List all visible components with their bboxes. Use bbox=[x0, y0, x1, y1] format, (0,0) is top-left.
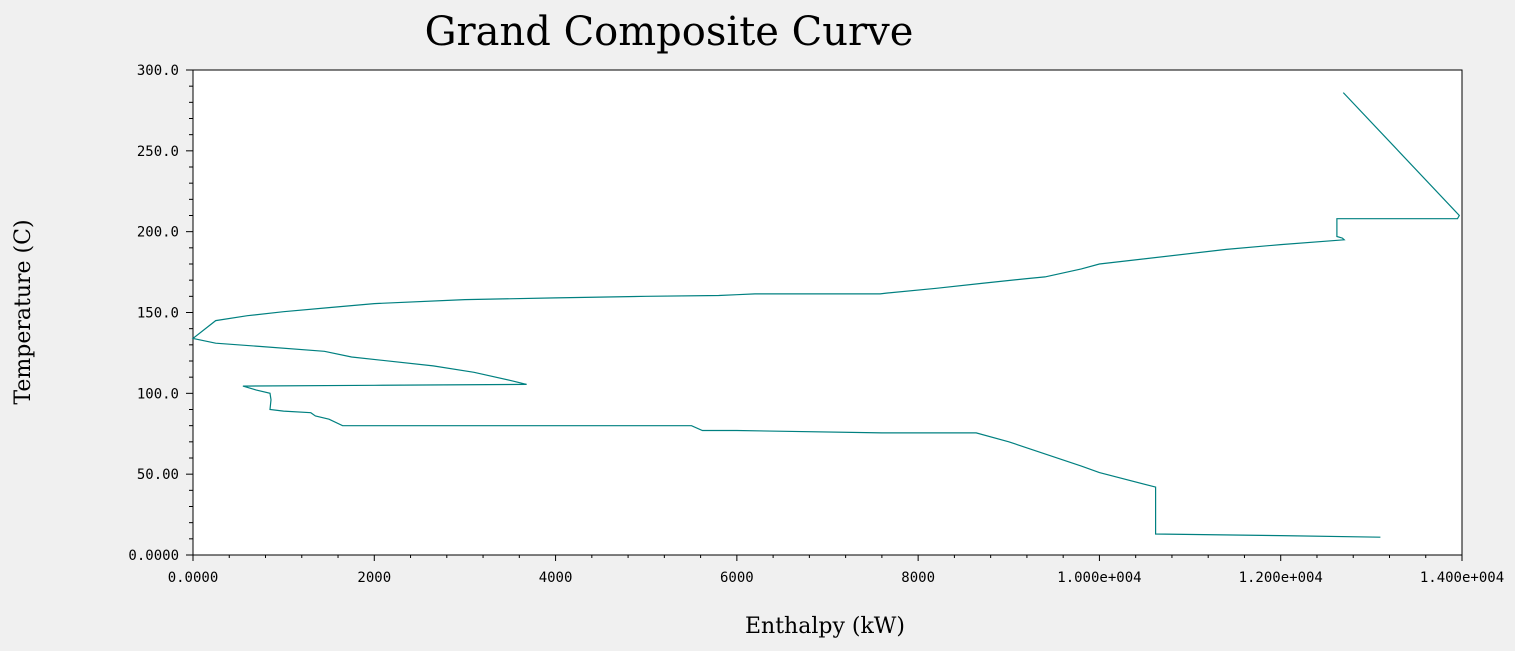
x-tick-label-6: 1.200e+004 bbox=[1239, 570, 1323, 586]
y-tick-label-6: 300.0 bbox=[137, 63, 179, 79]
y-tick-label-0: 0.0000 bbox=[128, 548, 179, 564]
y-axis-title: Temperature (C) bbox=[11, 219, 36, 404]
x-tick-label-0: 0.0000 bbox=[168, 570, 219, 586]
x-tick-label-7: 1.400e+004 bbox=[1420, 570, 1504, 586]
plot-area bbox=[192, 69, 1463, 556]
x-axis-title: Enthalpy (kW) bbox=[745, 614, 905, 639]
chart-title: Grand Composite Curve bbox=[425, 9, 914, 55]
x-tick-label-5: 1.000e+004 bbox=[1057, 570, 1141, 586]
x-tick-label-3: 6000 bbox=[720, 570, 754, 586]
series-line-0 bbox=[191, 92, 1461, 538]
y-tick-label-2: 100.0 bbox=[137, 386, 179, 402]
x-tick-label-1: 2000 bbox=[357, 570, 391, 586]
y-tick-label-1: 50.00 bbox=[137, 467, 179, 483]
y-tick-label-5: 250.0 bbox=[137, 144, 179, 160]
y-tick-label-3: 150.0 bbox=[137, 306, 179, 322]
x-axis: 0.0000 2000 4000 6000 8000 1.000e+004 1.200e+0… bbox=[168, 555, 1504, 586]
series-group bbox=[191, 92, 1461, 538]
x-tick-label-2: 4000 bbox=[539, 570, 573, 586]
y-tick-label-4: 200.0 bbox=[137, 225, 179, 241]
x-tick-label-4: 8000 bbox=[901, 570, 935, 586]
y-axis: 0.0000 50.00 100.0 150.0 200.0 250.0 300.0 bbox=[128, 63, 193, 564]
